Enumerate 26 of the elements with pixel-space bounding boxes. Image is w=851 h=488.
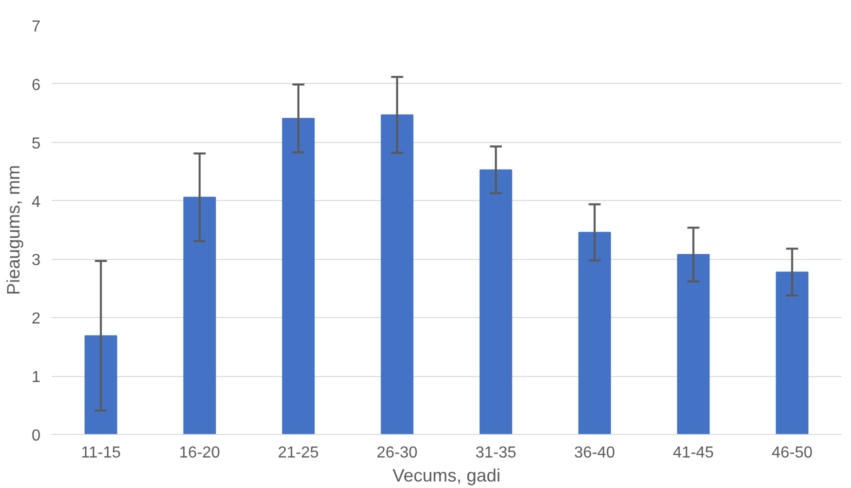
bar (578, 232, 611, 434)
x-tick-label: 46-50 (772, 444, 813, 462)
bar (480, 169, 512, 434)
x-tick-label: 31-35 (475, 444, 516, 462)
y-tick-label: 6 (32, 76, 41, 94)
y-axis-title: Pieaugums, mm (4, 164, 24, 296)
y-tick-label: 5 (32, 135, 41, 152)
y-tick-label: 2 (32, 310, 41, 328)
x-tick-label: 16-20 (179, 444, 220, 462)
y-tick-label: 1 (32, 369, 41, 386)
y-tick-label: 0 (32, 428, 41, 444)
y-tick-label: 7 (32, 18, 41, 36)
x-tick-label: 41-45 (672, 444, 714, 462)
x-tick-label: 36-40 (574, 444, 616, 462)
x-axis-title: Vecums, gadi (392, 466, 501, 486)
y-tick-label: 4 (32, 194, 41, 211)
bar (183, 196, 216, 434)
bar (84, 335, 118, 434)
bar (282, 118, 315, 434)
x-tick-label: 21-25 (278, 444, 319, 462)
x-tick-label: 26-30 (376, 444, 418, 462)
x-tick-label: 11-15 (81, 444, 121, 462)
bar (677, 254, 710, 434)
y-tick-label: 3 (32, 252, 41, 270)
bar (380, 114, 414, 434)
bar (776, 272, 808, 434)
